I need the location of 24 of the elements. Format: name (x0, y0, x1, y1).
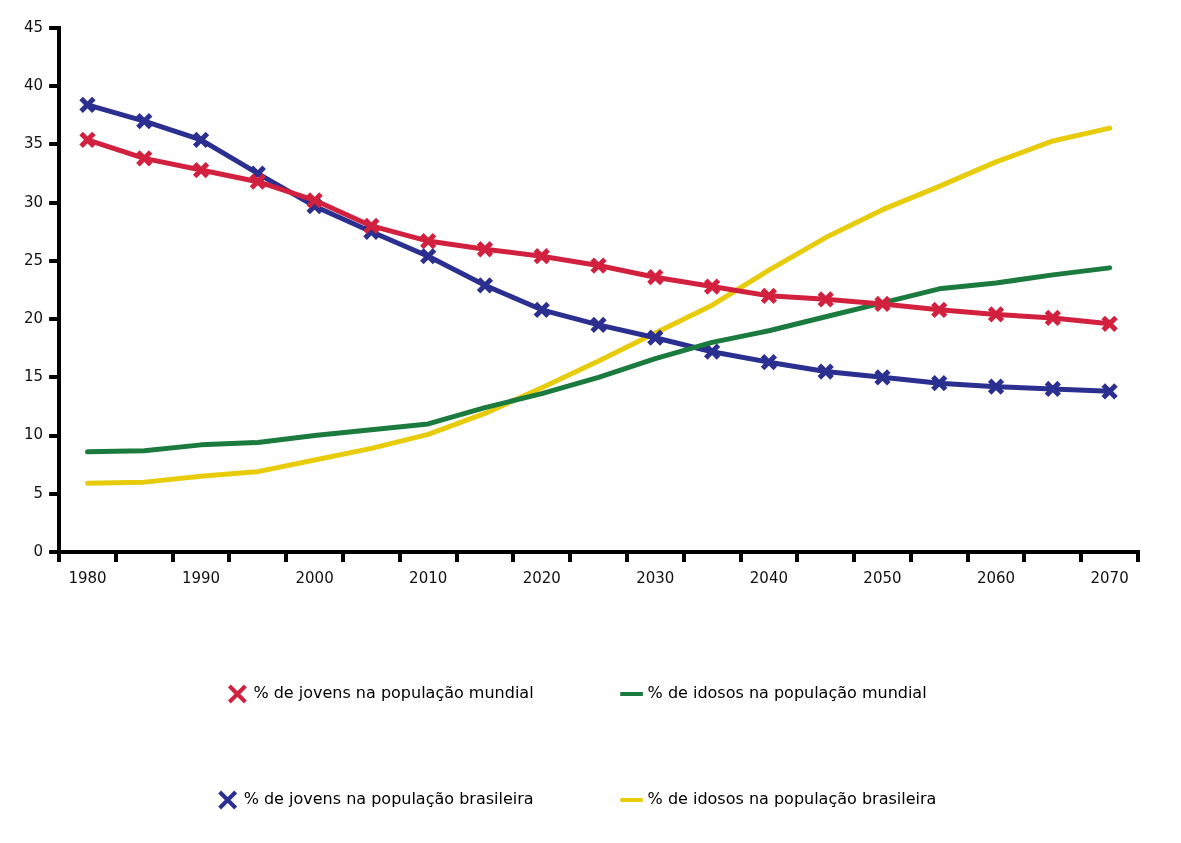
x-tick-label: 1990 (181, 568, 221, 587)
legend-label: % de idosos na população mundial (647, 683, 927, 703)
x-tick-label: 2020 (522, 568, 561, 587)
y-tick-label: 15 (23, 367, 44, 386)
x-tick-label: 2040 (749, 568, 788, 587)
x-tick-label: 2050 (863, 568, 902, 587)
x-tick-label: 2010 (409, 568, 448, 587)
y-tick-label: 40 (23, 76, 44, 95)
y-tick-label: 10 (23, 425, 44, 444)
y-tick-label: 30 (23, 192, 44, 211)
y-tick-label: 45 (23, 17, 44, 36)
y-tick-label: 5 (33, 483, 44, 502)
x-tick-label: 2000 (295, 568, 334, 587)
x-tick-label: 2070 (1090, 568, 1129, 587)
x-tick-label: 1980 (68, 568, 107, 587)
legend-label: % de idosos na população brasileira (647, 789, 937, 809)
legend-label: % de jovens na população mundial (253, 683, 534, 703)
legend-label: % de jovens na população brasileira (243, 789, 534, 809)
y-tick-label: 20 (23, 309, 44, 327)
y-tick-label: 35 (23, 134, 44, 153)
x-tick-label: 2060 (976, 568, 1016, 587)
y-tick-label: 25 (23, 250, 44, 269)
x-tick-label: 2030 (636, 568, 675, 587)
y-tick-label: 0 (33, 541, 44, 560)
